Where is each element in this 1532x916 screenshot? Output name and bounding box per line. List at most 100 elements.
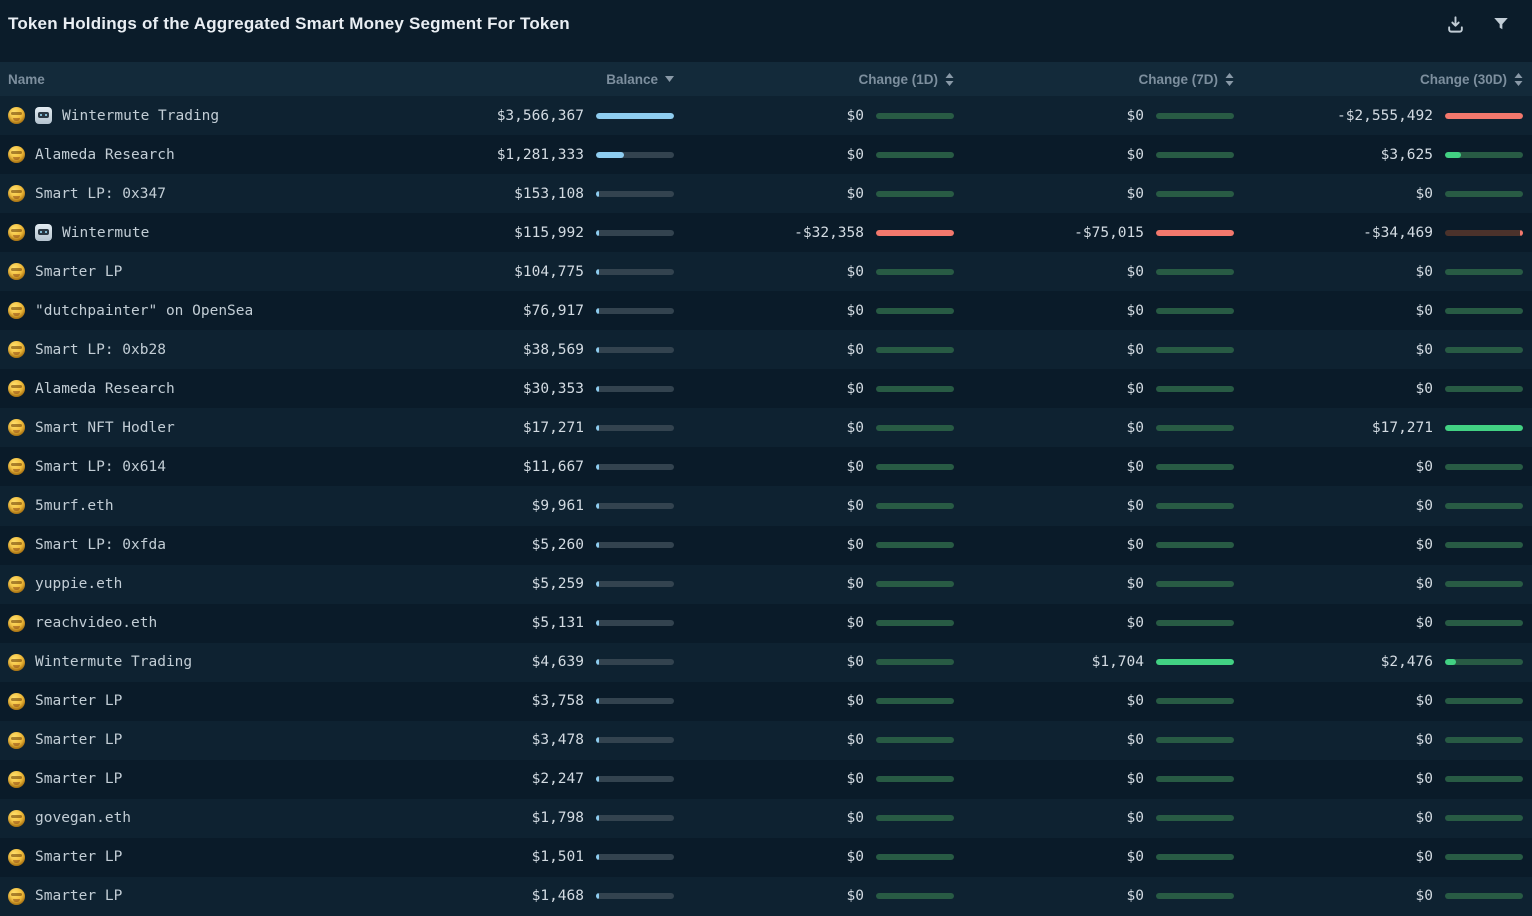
change-1d-cell: $0 <box>674 459 954 475</box>
holder-name-cell: Smart NFT Hodler <box>0 419 402 437</box>
money-mouth-emoji <box>8 146 25 164</box>
table-row[interactable]: "dutchpainter" on OpenSea $76,917 $0 $0 $0 <box>0 291 1532 331</box>
column-header-change-1d[interactable]: Change (1D) <box>674 72 954 87</box>
table-row[interactable]: yuppie.eth $5,259 $0 $0 $0 <box>0 564 1532 604</box>
value-bar <box>1156 268 1234 275</box>
table-row[interactable]: Smarter LP $3,758 $0 $0 $0 <box>0 681 1532 721</box>
change-1d-cell: $0 <box>674 342 954 358</box>
holder-name-cell: Smarter LP <box>0 731 402 749</box>
value-bar <box>1156 620 1234 627</box>
value-bar <box>596 659 674 666</box>
value-bar <box>596 854 674 861</box>
change-7d-cell-value: $0 <box>1126 458 1144 475</box>
change-1d-cell-value: $0 <box>846 732 864 749</box>
balance-cell: $11,667 <box>402 459 674 475</box>
change-1d-cell-value: $0 <box>846 693 864 710</box>
table-row[interactable]: Wintermute Trading $3,566,367 $0 $0 -$2,555,… <box>0 96 1532 136</box>
table-row[interactable]: reachvideo.eth $5,131 $0 $0 $0 <box>0 603 1532 643</box>
table-row[interactable]: govegan.eth $1,798 $0 $0 $0 <box>0 798 1532 838</box>
change-1d-cell-value: $0 <box>846 576 864 593</box>
value-bar <box>876 229 954 236</box>
change-1d-cell-value: $0 <box>846 263 864 280</box>
change-30d-cell: $2,476 <box>1234 654 1523 670</box>
change-30d-cell-value: $3,625 <box>1380 146 1433 163</box>
value-bar <box>876 854 954 861</box>
change-1d-cell-value: $0 <box>846 810 864 827</box>
balance-cell: $30,353 <box>402 381 674 397</box>
value-bar <box>876 776 954 783</box>
balance-cell: $115,992 <box>402 225 674 241</box>
change-1d-cell-value: $0 <box>846 458 864 475</box>
value-bar <box>1156 698 1234 705</box>
sort-both-icon[interactable] <box>945 72 954 86</box>
money-mouth-emoji <box>8 341 25 359</box>
change-30d-cell: $0 <box>1234 732 1523 748</box>
holder-name: reachvideo.eth <box>35 615 158 632</box>
value-bar <box>596 229 674 236</box>
holder-name: yuppie.eth <box>35 576 123 593</box>
table-row[interactable]: Smart NFT Hodler $17,271 $0 $0 $17,271 <box>0 408 1532 448</box>
filter-icon[interactable] <box>1490 13 1512 35</box>
change-1d-cell: $0 <box>674 693 954 709</box>
change-30d-cell-value: $0 <box>1415 185 1433 202</box>
change-30d-cell: $3,625 <box>1234 147 1523 163</box>
balance-cell: $1,468 <box>402 888 674 904</box>
change-7d-cell-value: $0 <box>1126 576 1144 593</box>
table-row[interactable]: Smart LP: 0xfda $5,260 $0 $0 $0 <box>0 525 1532 565</box>
balance-cell-value: $104,775 <box>514 263 584 280</box>
balance-cell: $3,758 <box>402 693 674 709</box>
value-bar <box>596 502 674 509</box>
value-bar <box>1156 893 1234 900</box>
change-1d-cell-value: $0 <box>846 615 864 632</box>
panel-title: Token Holdings of the Aggregated Smart M… <box>8 14 570 33</box>
table-row[interactable]: Wintermute $115,992 -$32,358 -$75,015 -$34,4… <box>0 213 1532 253</box>
money-mouth-emoji <box>8 458 25 476</box>
change-7d-cell-value: $0 <box>1126 146 1144 163</box>
value-bar <box>596 893 674 900</box>
balance-cell: $104,775 <box>402 264 674 280</box>
column-header-balance[interactable]: Balance <box>402 72 674 87</box>
holder-name: Smarter LP <box>35 771 123 788</box>
money-mouth-emoji <box>8 731 25 749</box>
change-7d-cell: $0 <box>954 888 1234 904</box>
value-bar <box>876 581 954 588</box>
download-icon[interactable] <box>1444 13 1466 35</box>
holder-name-cell: "dutchpainter" on OpenSea <box>0 302 402 320</box>
change-30d-cell-value: $0 <box>1415 497 1433 514</box>
balance-cell-value: $153,108 <box>514 185 584 202</box>
table-row[interactable]: Smart LP: 0x614 $11,667 $0 $0 $0 <box>0 447 1532 487</box>
change-1d-cell: $0 <box>674 537 954 553</box>
holder-name-cell: reachvideo.eth <box>0 614 402 632</box>
sort-both-icon[interactable] <box>1514 72 1523 86</box>
column-header-change-7d[interactable]: Change (7D) <box>954 72 1234 87</box>
balance-cell-value: $1,501 <box>531 849 584 866</box>
money-mouth-emoji <box>8 419 25 437</box>
balance-cell-value: $76,917 <box>522 302 584 319</box>
table-row[interactable]: Smarter LP $2,247 $0 $0 $0 <box>0 759 1532 799</box>
table-row[interactable]: Smart LP: 0xb28 $38,569 $0 $0 $0 <box>0 330 1532 370</box>
table-row[interactable]: Smarter LP $104,775 $0 $0 $0 <box>0 252 1532 292</box>
value-bar <box>596 112 674 119</box>
value-bar <box>876 620 954 627</box>
balance-cell-value: $5,131 <box>531 615 584 632</box>
change-30d-cell: $0 <box>1234 498 1523 514</box>
table-row[interactable]: 5murf.eth $9,961 $0 $0 $0 <box>0 486 1532 526</box>
change-30d-cell: -$2,555,492 <box>1234 108 1523 124</box>
change-7d-cell-value: $0 <box>1126 497 1144 514</box>
value-bar <box>1445 463 1523 470</box>
balance-cell: $3,478 <box>402 732 674 748</box>
sort-desc-icon[interactable] <box>665 76 674 82</box>
column-header-change-30d[interactable]: Change (30D) <box>1234 72 1523 87</box>
table-row[interactable]: Alameda Research $30,353 $0 $0 $0 <box>0 369 1532 409</box>
table-row[interactable]: Smarter LP $3,478 $0 $0 $0 <box>0 720 1532 760</box>
change-7d-cell-value: $0 <box>1126 810 1144 827</box>
sort-both-icon[interactable] <box>1225 72 1234 86</box>
table-row[interactable]: Smarter LP $1,468 $0 $0 $0 <box>0 876 1532 916</box>
table-row[interactable]: Smarter LP $1,501 $0 $0 $0 <box>0 837 1532 877</box>
table-row[interactable]: Wintermute Trading $4,639 $0 $1,704 $2,476 <box>0 642 1532 682</box>
table-row[interactable]: Alameda Research $1,281,333 $0 $0 $3,625 <box>0 135 1532 175</box>
holder-name-cell: Smarter LP <box>0 887 402 905</box>
value-bar <box>596 542 674 549</box>
table-row[interactable]: Smart LP: 0x347 $153,108 $0 $0 $0 <box>0 174 1532 214</box>
column-header-name[interactable]: Name <box>8 71 45 87</box>
